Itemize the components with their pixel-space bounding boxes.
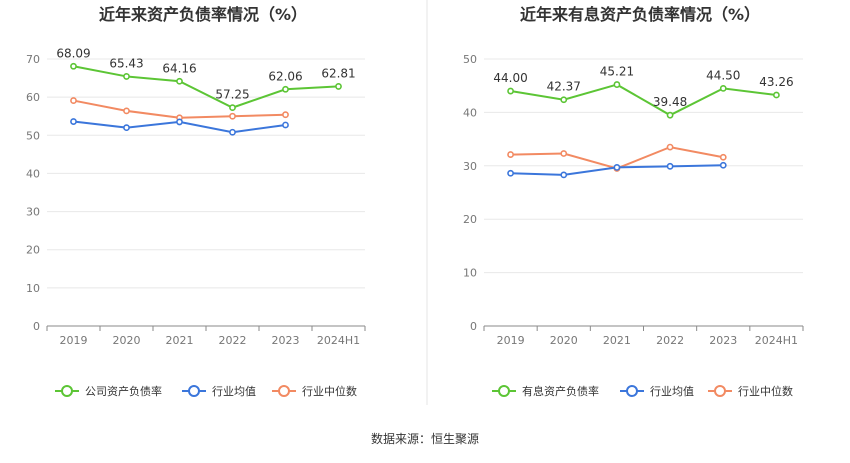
data-point [123,73,130,80]
x-tick-label: 2021 [603,334,631,347]
data-point [507,87,514,95]
data-point [560,171,568,179]
data-point [70,97,77,104]
data-point [282,85,289,93]
y-tick-label: 50 [26,129,40,142]
data-point [773,91,780,99]
data-point [507,169,514,177]
data-point [507,151,514,158]
chart-title: 近年来有息资产负债率情况（%） [520,5,760,24]
y-tick-label: 0 [33,320,40,333]
data-point [229,112,236,120]
data-point [560,150,568,157]
data-point [229,104,236,112]
legend-label: 行业均值 [650,385,694,398]
data-point [123,107,130,115]
legend-swatch-marker [61,385,73,397]
data-label: 62.06 [268,69,302,83]
legend-swatch-marker [498,385,510,397]
data-label: 65.43 [109,56,143,70]
legend-swatch-marker [278,385,290,397]
y-tick-label: 10 [463,267,477,280]
data-label: 62.81 [321,66,355,80]
y-tick-label: 30 [463,160,477,173]
y-tick-label: 0 [470,320,477,333]
data-point [666,143,674,151]
y-tick-label: 20 [463,213,477,226]
data-label: 44.50 [706,68,740,82]
y-tick-label: 10 [26,282,40,295]
data-point [719,153,727,161]
legend-label: 行业中位数 [302,384,357,398]
legend-swatch-marker [714,385,726,397]
legend-item: 公司资产负债率 [55,384,162,398]
y-tick-label: 40 [26,167,40,180]
x-tick-label: 2022 [219,334,247,347]
legend-label: 行业均值 [212,385,256,398]
data-point [719,161,727,169]
y-tick-label: 20 [26,244,40,257]
legend-label: 行业中位数 [738,384,793,398]
y-tick-label: 40 [463,106,477,119]
data-point [282,121,289,129]
data-label: 64.16 [162,61,196,75]
data-label: 43.26 [759,75,793,89]
data-point [666,111,674,119]
x-tick-label: 2023 [709,334,737,347]
legend-label: 公司资产负债率 [85,384,162,398]
data-label: 42.37 [547,80,581,94]
x-tick-label: 2022 [656,334,684,347]
x-tick-label: 2023 [272,334,300,347]
x-tick-label: 2024H1 [755,334,798,347]
data-point [335,83,342,90]
data-point [560,96,568,104]
x-tick-label: 2024H1 [317,334,360,347]
series-line-0 [510,83,777,117]
data-point [613,164,621,171]
chart-1: 近年来资产负债率情况（%） 0 10 20 30 40 50 60 70 2019 2020 2021… [26,5,366,398]
legend-item: 行业均值 [620,385,694,398]
data-point [666,162,674,170]
data-point [282,111,289,119]
legend-label: 有息资产负债率 [522,384,599,398]
data-point [70,62,77,70]
legend-swatch-marker [188,385,200,397]
data-point [123,124,130,132]
chart-title: 近年来资产负债率情况（%） [99,5,307,24]
x-tick-label: 2020 [113,334,141,347]
data-label: 45.21 [600,65,634,79]
legend-item: 行业中位数 [272,384,357,398]
series-line-0 [73,65,339,109]
data-point [70,118,77,125]
data-point [719,84,727,92]
data-label: 39.48 [653,95,687,109]
data-point [229,128,236,136]
data-point [176,77,183,85]
legend-item: 有息资产负债率 [492,384,599,398]
x-tick-label: 2019 [497,334,525,347]
y-tick-label: 30 [26,206,40,219]
y-tick-label: 50 [463,53,477,66]
chart-2: 近年来有息资产负债率情况（%） 0 10 20 30 40 50 2019 2020 2021 20… [463,5,804,398]
data-label: 44.00 [493,71,527,85]
x-tick-label: 2019 [60,334,88,347]
data-source-note: 数据来源：恒生聚源 [370,432,479,446]
data-point [176,118,183,126]
data-label: 57.25 [215,88,249,102]
x-tick-label: 2021 [166,334,194,347]
legend-item: 行业均值 [182,385,256,398]
legend-swatch-marker [626,385,638,397]
y-tick-label: 70 [26,53,40,66]
data-point [613,81,621,88]
x-tick-label: 2020 [550,334,578,347]
data-label: 68.09 [56,46,90,60]
y-tick-label: 60 [26,91,40,104]
legend-item: 行业中位数 [708,384,793,398]
